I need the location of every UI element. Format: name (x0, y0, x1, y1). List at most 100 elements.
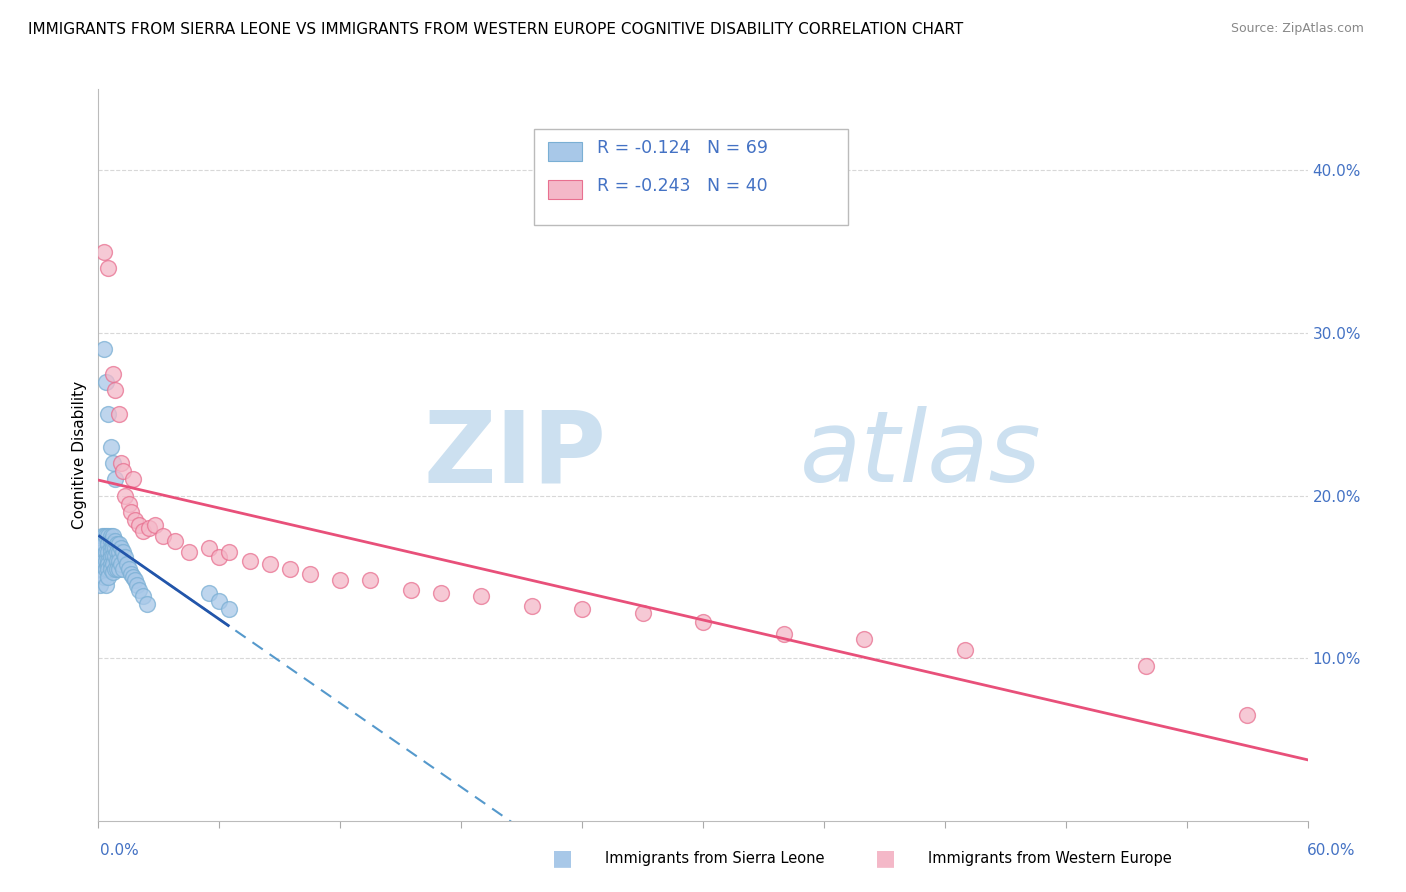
Point (97, 545, 120, 559)
Point (853, 632, 876, 646)
Point (93, 553, 115, 567)
Point (114, 550, 136, 565)
Point (124, 573, 146, 587)
Point (121, 472, 143, 486)
Bar (548, 180, 582, 199)
Point (110, 456, 132, 470)
Point (299, 566, 322, 581)
Bar (548, 142, 582, 161)
Point (125, 578, 148, 592)
Point (100, 562, 122, 576)
Point (97, 407, 120, 421)
Text: R = -0.243   N = 40: R = -0.243 N = 40 (596, 177, 768, 194)
Point (101, 529, 124, 543)
Point (571, 602, 593, 616)
Point (163, 534, 186, 549)
Point (96, 553, 118, 567)
Point (1135, 659, 1157, 673)
Point (121, 570, 143, 584)
Point (100, 550, 122, 565)
Point (132, 590, 155, 604)
Point (399, 582, 422, 597)
Text: 0.0%: 0.0% (100, 843, 139, 858)
Point (329, 573, 352, 587)
Point (91, 562, 114, 576)
Point (97, 557, 120, 571)
Point (132, 524, 155, 539)
Point (692, 615, 714, 630)
Y-axis label: Cognitive Disability: Cognitive Disability (72, 381, 87, 529)
Point (105, 545, 128, 559)
Text: ■: ■ (553, 848, 572, 868)
Point (470, 590, 492, 604)
Point (93, 244, 115, 259)
Point (107, 562, 129, 576)
Point (278, 562, 301, 576)
Point (96, 375, 118, 389)
Point (107, 537, 129, 551)
Point (111, 562, 134, 576)
Text: 60.0%: 60.0% (1308, 843, 1355, 858)
Point (120, 505, 142, 519)
Point (120, 566, 142, 581)
Point (143, 517, 166, 532)
Point (93, 343, 115, 357)
Bar (534, 129, 848, 225)
Point (103, 549, 125, 563)
Point (105, 553, 128, 567)
Point (105, 537, 128, 551)
Point (198, 541, 221, 555)
Point (101, 549, 124, 563)
Point (631, 606, 654, 620)
Point (97, 553, 120, 567)
Point (520, 599, 543, 613)
Point (128, 582, 150, 597)
Point (259, 557, 281, 571)
Point (107, 553, 129, 567)
Point (97, 537, 120, 551)
Point (118, 562, 141, 576)
Text: Immigrants from Western Europe: Immigrants from Western Europe (928, 851, 1171, 865)
Point (89, 537, 111, 551)
Point (152, 529, 174, 543)
Text: ZIP: ZIP (423, 407, 606, 503)
Point (111, 464, 134, 478)
Point (103, 383, 125, 397)
Point (107, 407, 129, 421)
Point (97, 562, 120, 576)
Point (1236, 708, 1258, 723)
Point (93, 537, 115, 551)
Point (100, 557, 122, 571)
Text: Source: ZipAtlas.com: Source: ZipAtlas.com (1230, 22, 1364, 36)
Point (101, 565, 124, 579)
Point (218, 545, 240, 559)
Point (138, 521, 160, 535)
Point (115, 557, 138, 571)
Point (96, 562, 118, 576)
Point (135, 598, 157, 612)
Point (953, 643, 976, 657)
Point (114, 489, 136, 503)
Text: atlas: atlas (800, 407, 1042, 503)
Point (91, 545, 114, 559)
Point (239, 553, 262, 567)
Point (93, 529, 115, 543)
Point (107, 545, 129, 559)
Point (103, 541, 125, 555)
Point (103, 472, 125, 486)
Point (111, 545, 134, 559)
Point (772, 626, 794, 640)
Text: IMMIGRANTS FROM SIERRA LEONE VS IMMIGRANTS FROM WESTERN EUROPE COGNITIVE DISABIL: IMMIGRANTS FROM SIERRA LEONE VS IMMIGRAN… (28, 22, 963, 37)
Point (97, 570, 120, 584)
Point (93, 570, 115, 584)
Point (101, 541, 124, 555)
Point (430, 586, 453, 600)
Point (100, 529, 122, 543)
Point (101, 557, 124, 571)
Point (103, 534, 125, 549)
Point (208, 550, 231, 565)
Point (360, 573, 382, 587)
Point (208, 594, 231, 608)
Point (218, 602, 240, 616)
Point (89, 578, 111, 592)
